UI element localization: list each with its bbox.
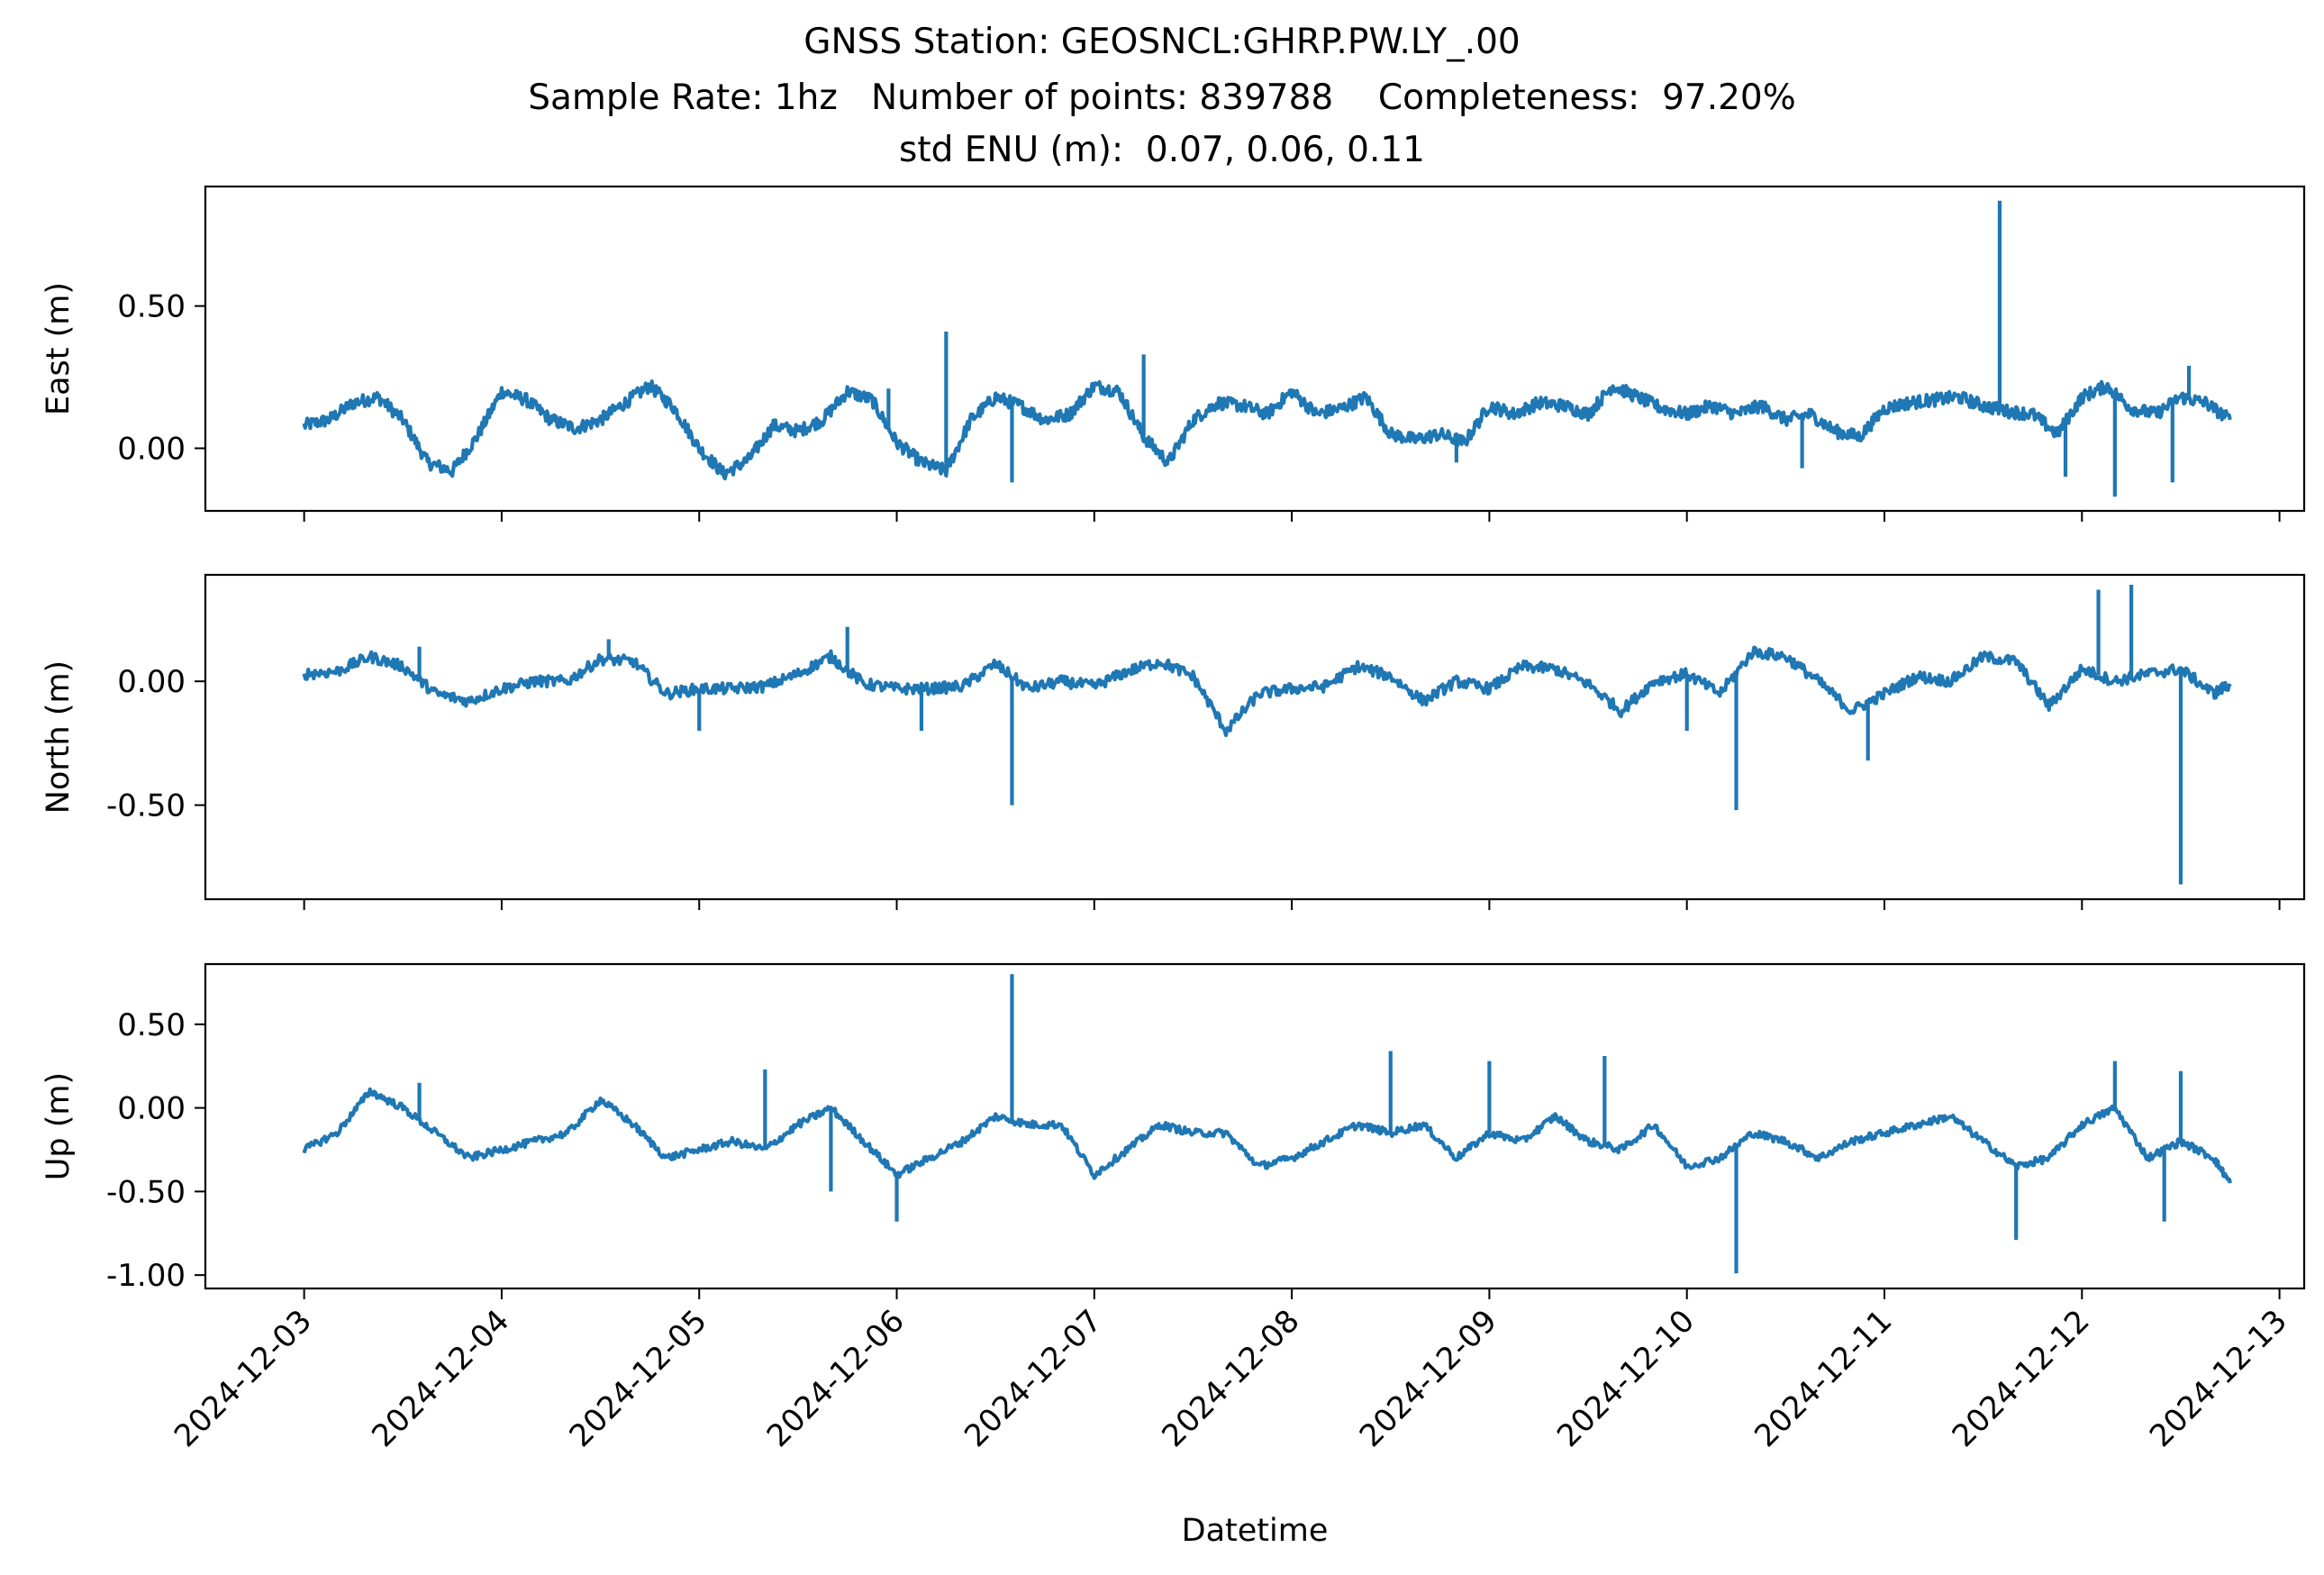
xtick-label-3: 2024-12-06 [760, 1303, 912, 1454]
xtick-label-5: 2024-12-08 [1155, 1303, 1306, 1454]
xtick-label-1: 2024-12-04 [365, 1303, 516, 1454]
panel-north-m: 0.00 -0.50 North (m) [41, 573, 2306, 910]
xtick-label-8: 2024-12-11 [1748, 1303, 1899, 1454]
ytick-label-up-m-1: 0.00 [117, 1091, 186, 1127]
xtick-label-6: 2024-12-09 [1353, 1303, 1504, 1454]
xtick-label-9: 2024-12-12 [1946, 1303, 2097, 1454]
axes-frame-up-m [204, 962, 2306, 1290]
xtick-label-7: 2024-12-10 [1550, 1303, 1702, 1454]
figure-title-line-3: std ENU (m): 0.07, 0.06, 0.11 [899, 130, 1425, 170]
data-line-north-m [302, 645, 2232, 738]
xtick-label-10: 2024-12-13 [2143, 1303, 2294, 1454]
ytick-label-north-m-0: 0.00 [117, 664, 186, 700]
axes-frame-north-m [204, 573, 2306, 901]
ylabel-north-m: North (m) [41, 660, 77, 814]
ytick-label-up-m-2: -0.50 [106, 1174, 186, 1210]
panel-up-m: 0.50 0.00 -0.50 -1.00 Up (m) 2024-12-03 2024-1… [41, 962, 2306, 1549]
panel-east-m: 0.00 0.50 East (m) [41, 185, 2306, 522]
xtick-label-2: 2024-12-05 [563, 1303, 714, 1454]
ylabel-up-m: Up (m) [41, 1072, 77, 1180]
ylabel-east-m: East (m) [41, 282, 77, 415]
data-line-east-m [302, 379, 2232, 481]
figure-title-line-1: GNSS Station: GEOSNCL:GHRP.PW.LY_.00 [803, 22, 1521, 62]
xlabel: Datetime [1182, 1513, 1329, 1549]
ytick-label-up-m-3: -1.00 [106, 1258, 186, 1294]
ytick-label-east-m-0: 0.00 [117, 432, 186, 468]
ytick-label-north-m-1: -0.50 [106, 788, 186, 824]
data-line-up-m [302, 1087, 2232, 1184]
ytick-label-east-m-1: 0.50 [117, 289, 186, 325]
xtick-label-4: 2024-12-07 [958, 1303, 1109, 1454]
figure-title-line-2: Sample Rate: 1hz Number of points: 83978… [528, 77, 1796, 118]
ytick-label-up-m-0: 0.50 [117, 1007, 186, 1043]
xtick-label-0: 2024-12-03 [168, 1303, 319, 1454]
axes-frame-east-m [204, 185, 2306, 513]
